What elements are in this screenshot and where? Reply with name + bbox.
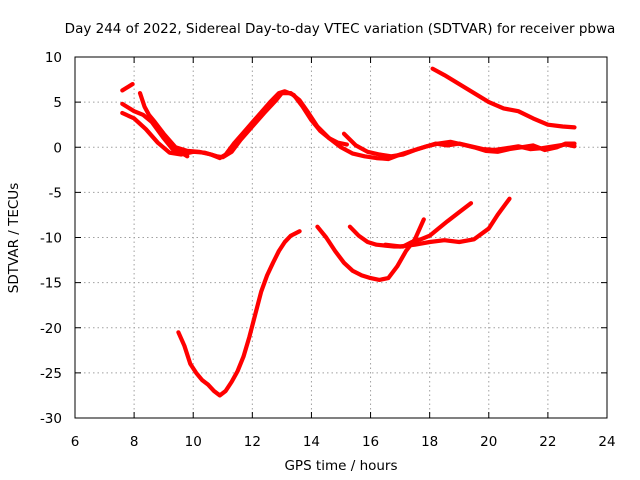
series-layer: [120, 66, 577, 398]
series-arc-upper-short: [120, 81, 135, 93]
grid-layer: [75, 57, 607, 418]
series-arc-a: [120, 101, 190, 159]
x-tick-label: 6: [71, 434, 80, 450]
y-tick-label: -20: [40, 321, 62, 337]
y-tick-label: -30: [40, 411, 62, 427]
y-tick-label: 5: [53, 95, 62, 111]
y-axis-label: SDTVAR / TECUs: [6, 183, 22, 293]
x-tick-label: 20: [480, 434, 497, 450]
series-arc-g: [315, 217, 426, 282]
x-axis-label: GPS time / hours: [284, 458, 397, 474]
tick-layer: 6 8 10 12 14 16 18 20 22 24 10 5 0 -5 -10 -15 -20 -25 -30: [40, 50, 616, 450]
x-tick-label: 18: [421, 434, 438, 450]
x-tick-label: 14: [303, 434, 320, 450]
y-tick-label: -15: [40, 276, 62, 292]
y-tick-label: -5: [49, 185, 62, 201]
series-arc-d: [341, 131, 577, 159]
x-tick-label: 16: [362, 434, 379, 450]
x-tick-label: 12: [244, 434, 261, 450]
chart-title: Day 244 of 2022, Sidereal Day-to-day VTE…: [65, 21, 616, 37]
series-arc-i: [383, 196, 512, 249]
x-tick-label: 22: [539, 434, 556, 450]
series-arc-e: [430, 66, 577, 130]
y-tick-label: 0: [53, 140, 62, 156]
x-tick-label: 8: [130, 434, 139, 450]
y-tick-label: -10: [40, 231, 62, 247]
x-tick-label: 24: [598, 434, 615, 450]
x-tick-label: 10: [185, 434, 202, 450]
y-tick-label: 10: [45, 50, 62, 66]
y-tick-label: -25: [40, 366, 62, 382]
series-arc-f: [176, 229, 302, 398]
